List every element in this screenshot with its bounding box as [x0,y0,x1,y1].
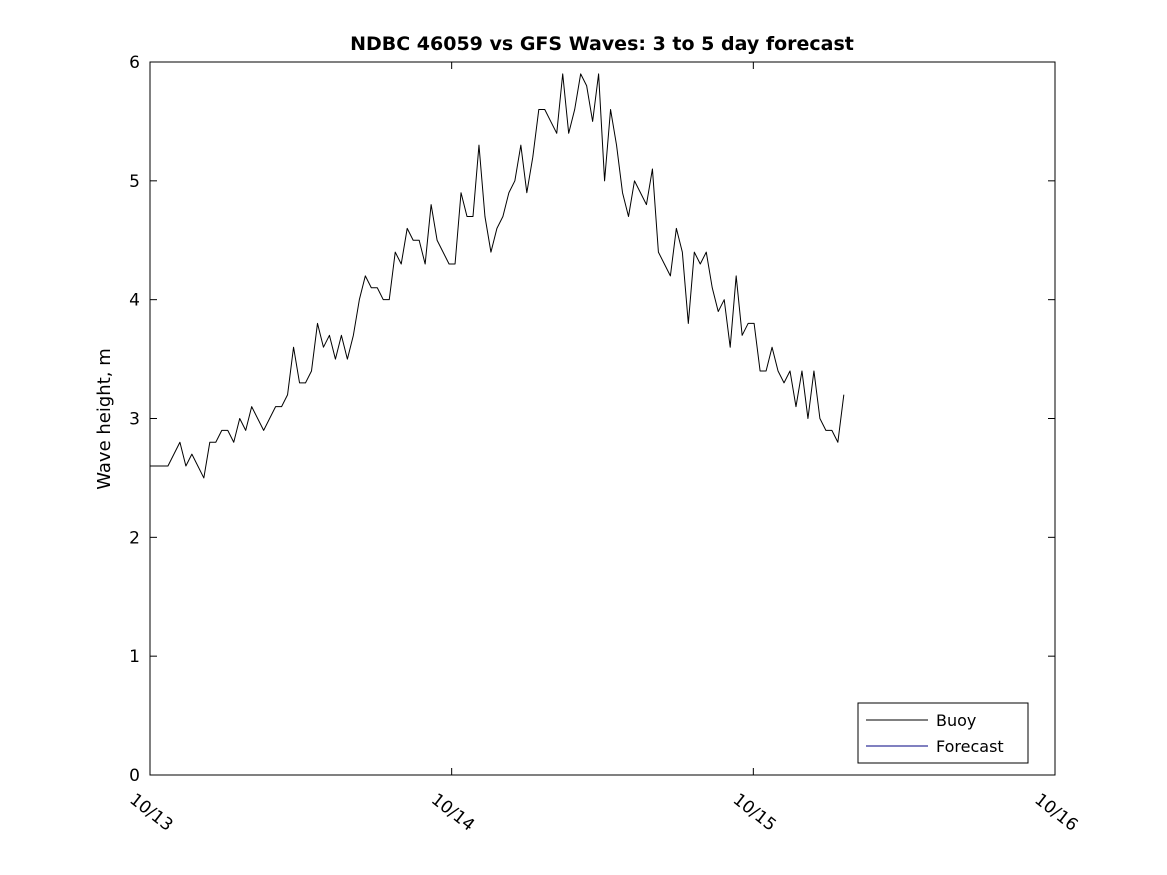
legend-entry-buoy: Buoy [866,711,976,730]
y-tick-label: 0 [129,766,140,786]
y-tick-label: 2 [129,528,140,548]
y-tick-label: 6 [129,53,140,73]
legend-entry-forecast: Forecast [866,737,1004,756]
legend: Buoy Forecast [857,702,1029,764]
chart-title: NDBC 46059 vs GFS Waves: 3 to 5 day fore… [350,33,854,55]
y-axis-label: Wave height, m [94,348,115,489]
legend-label-buoy: Buoy [936,711,976,730]
y-tick-label: 5 [129,172,140,192]
legend-box [857,702,1029,764]
y-tick-label: 1 [129,647,140,667]
y-tick-label: 4 [129,291,140,311]
legend-label-forecast: Forecast [936,737,1004,756]
buoy-line [150,73,845,479]
y-tick-label: 3 [129,410,140,430]
